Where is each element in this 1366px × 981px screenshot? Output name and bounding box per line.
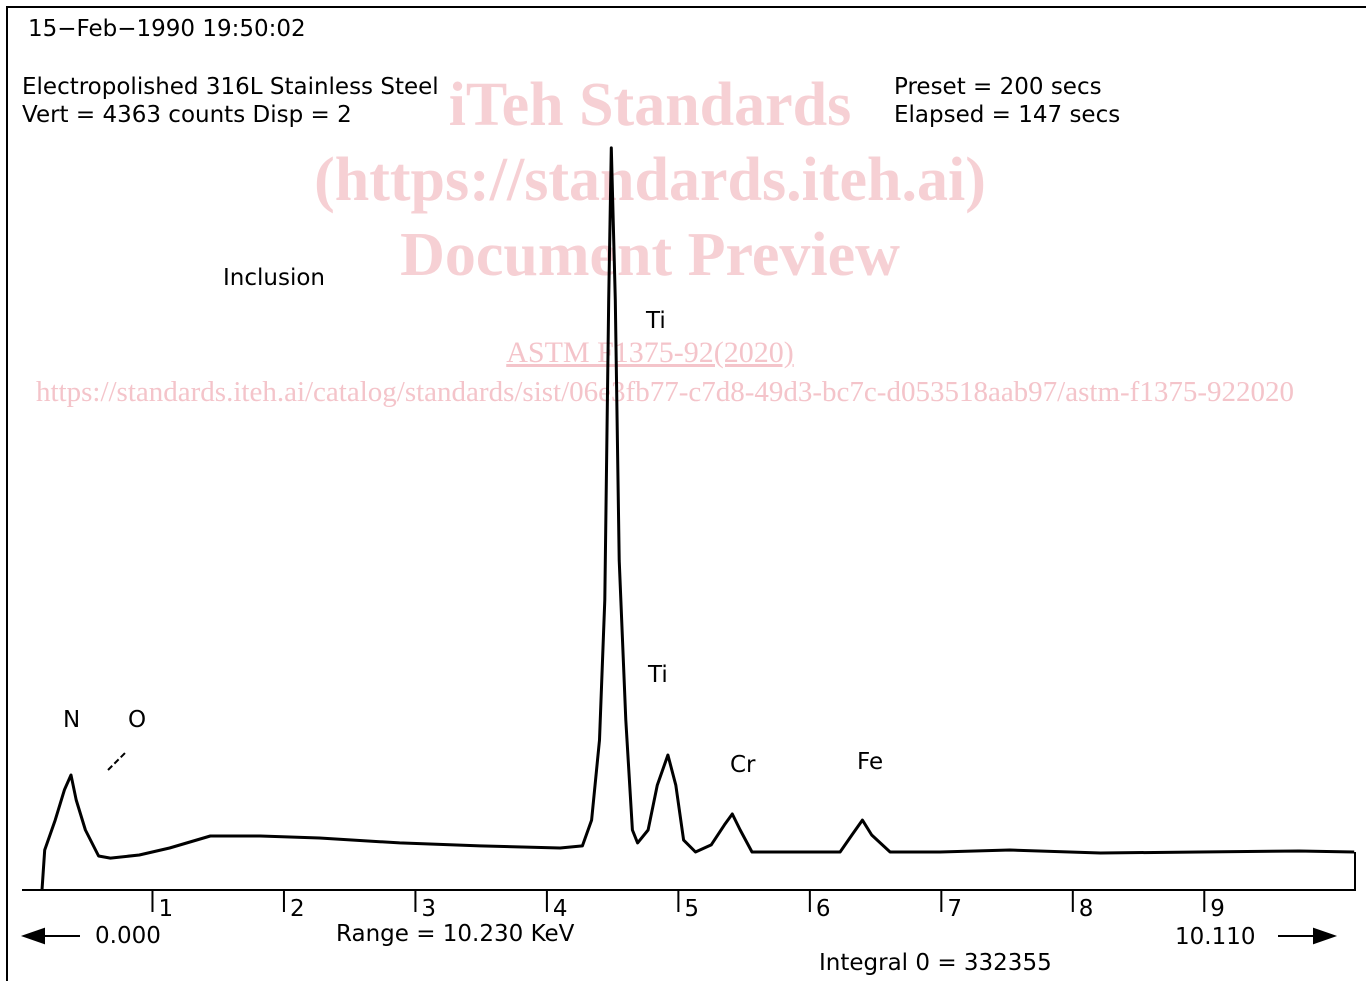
range-label: Range = 10.230 KeV <box>336 921 575 947</box>
integral-label: Integral 0 = 332355 <box>819 950 1052 976</box>
watermark: iTeh Standards <box>449 71 852 139</box>
watermark: https://standards.iteh.ai/catalog/standa… <box>36 376 1294 408</box>
annotation: Fe <box>857 749 883 775</box>
preset: Preset = 200 secs <box>894 74 1102 100</box>
watermark: Document Preview <box>400 221 900 289</box>
x-tick-label: 5 <box>684 896 699 922</box>
spectrum-line <box>40 146 1355 891</box>
elapsed: Elapsed = 147 secs <box>894 102 1120 128</box>
annotation-pointer <box>107 751 127 771</box>
annotation: Ti <box>645 308 666 334</box>
x-tick-label: 8 <box>1079 896 1094 922</box>
watermark: (https://standards.iteh.ai) <box>314 146 986 214</box>
start-label: 0.000 <box>95 923 161 949</box>
chart-subtitle: Vert = 4363 counts Disp = 2 <box>22 102 352 128</box>
annotation: O <box>128 707 146 733</box>
arrow-left <box>20 927 80 945</box>
watermark: ASTM F1375-92(2020) <box>506 336 794 369</box>
x-tick-label: 1 <box>158 896 173 922</box>
x-tick-label: 3 <box>421 896 436 922</box>
annotation: Inclusion <box>223 265 325 291</box>
annotation: Ti <box>647 662 668 688</box>
x-tick-label: 6 <box>816 896 831 922</box>
annotation: Cr <box>730 752 756 778</box>
frame <box>6 6 1366 981</box>
annotation: N <box>63 707 80 733</box>
chart-title: Electropolished 316L Stainless Steel <box>22 74 439 100</box>
end-label: 10.110 <box>1175 924 1255 950</box>
x-tick-label: 7 <box>947 896 962 922</box>
x-tick-label: 9 <box>1210 896 1225 922</box>
x-tick-label: 2 <box>290 896 305 922</box>
arrow-right <box>1278 927 1338 945</box>
timestamp: 15−Feb−1990 19:50:02 <box>28 16 306 42</box>
x-tick-label: 4 <box>553 896 568 922</box>
